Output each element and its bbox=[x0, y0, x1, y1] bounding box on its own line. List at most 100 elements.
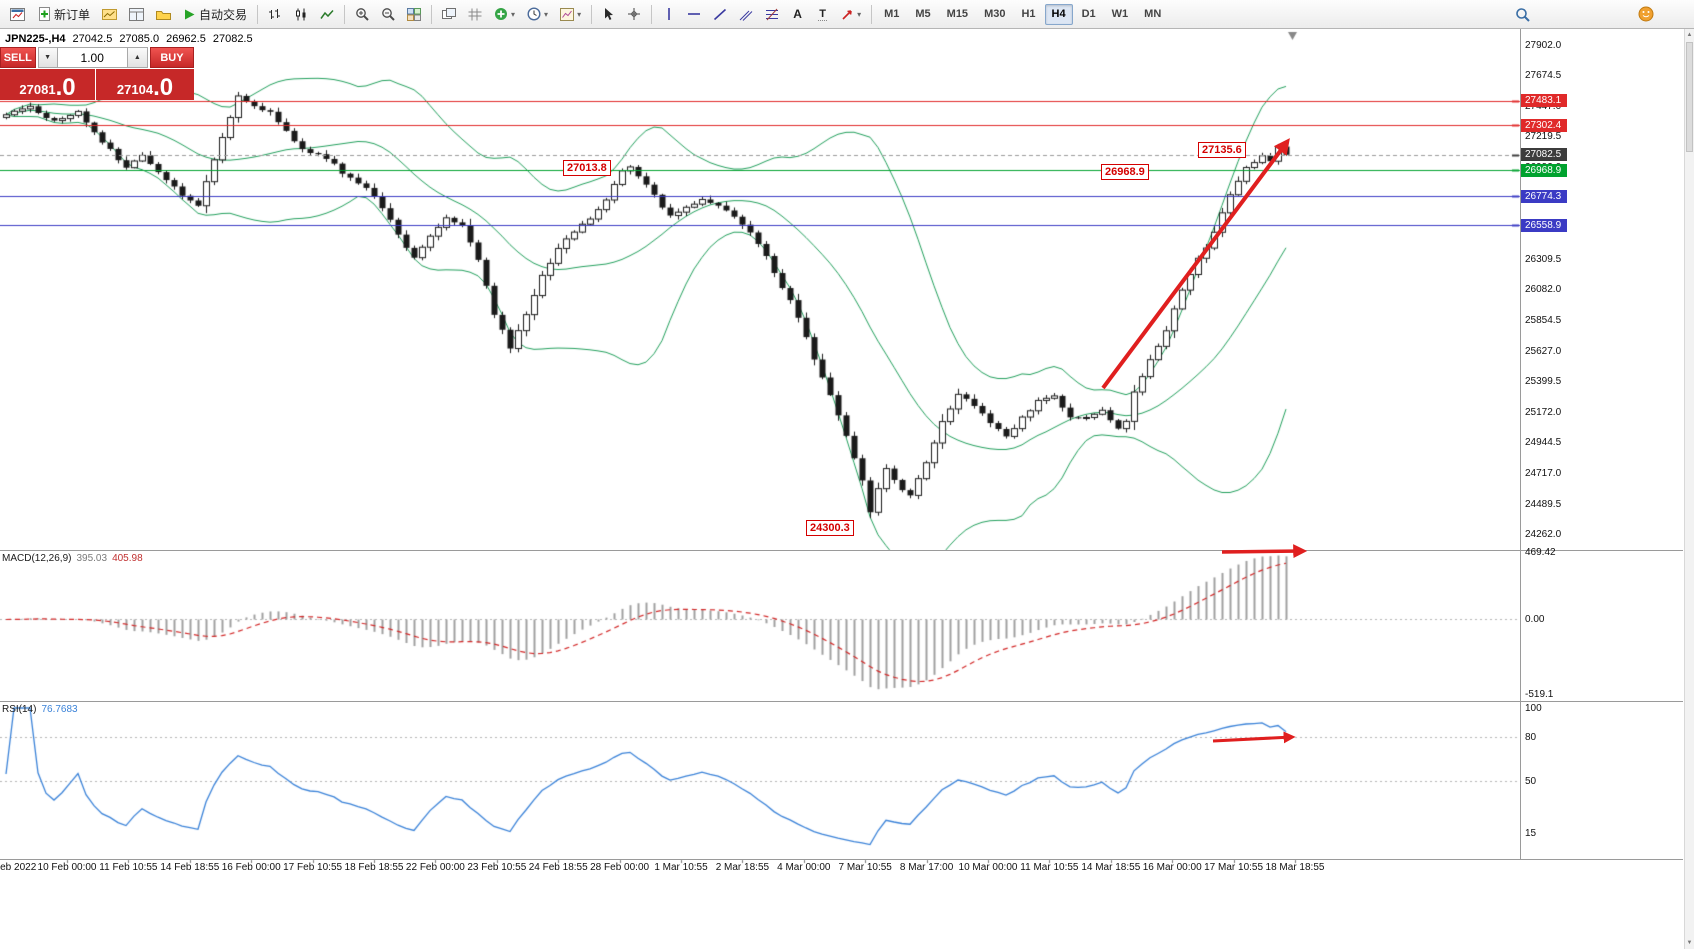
bar-chart-icon bbox=[268, 8, 282, 21]
bar-chart-button[interactable] bbox=[263, 3, 287, 26]
time-axis-label: 16 Feb 00:00 bbox=[221, 862, 281, 873]
open-value: 27042.5 bbox=[72, 33, 113, 45]
support-price-badge: 26968.9 bbox=[1521, 163, 1567, 177]
equidistant-channel-icon bbox=[739, 8, 753, 21]
arrows-button[interactable]: ▾ bbox=[836, 3, 866, 26]
autotrading-button[interactable]: 自动交易 bbox=[178, 3, 252, 26]
sell-button[interactable]: SELL bbox=[0, 47, 36, 68]
toolbar-separator bbox=[651, 4, 653, 24]
scroll-up-button[interactable]: ▲ bbox=[1686, 32, 1693, 38]
grid-button[interactable] bbox=[463, 3, 487, 26]
navigator-button[interactable] bbox=[151, 3, 176, 26]
chevron-up-icon: ▲ bbox=[133, 54, 141, 61]
fibonacci-icon bbox=[765, 8, 779, 21]
ask-price[interactable]: 27104.0 bbox=[96, 69, 194, 100]
scroll-down-button[interactable]: ▼ bbox=[1686, 940, 1693, 946]
trendline-icon bbox=[713, 8, 727, 21]
timeframe-m15-button[interactable]: M15 bbox=[946, 8, 969, 20]
autotrading-icon bbox=[183, 8, 196, 21]
zoom-in-button[interactable] bbox=[350, 3, 374, 26]
price-axis-divider bbox=[1520, 29, 1521, 860]
toolbar-button-label: 自动交易 bbox=[199, 7, 248, 22]
rsi-panel-splitter[interactable] bbox=[0, 701, 1683, 702]
bid-price[interactable]: 27081.0 bbox=[0, 69, 95, 100]
price-callout[interactable]: 26968.9 bbox=[1101, 164, 1149, 180]
time-axis-label: 28 Feb 00:00 bbox=[590, 862, 650, 873]
time-axis-label: 17 Feb 10:55 bbox=[283, 862, 343, 873]
buy-button[interactable]: BUY bbox=[149, 47, 194, 68]
auto-arrange-button[interactable] bbox=[437, 3, 461, 26]
volume-increase-button[interactable]: ▲ bbox=[127, 47, 148, 68]
price-callout[interactable]: 27013.8 bbox=[563, 160, 611, 176]
timeframe-h1-button[interactable]: H1 bbox=[1021, 8, 1036, 20]
price-callout[interactable]: 27135.6 bbox=[1198, 142, 1246, 158]
current-price-price-badge: 27082.5 bbox=[1521, 148, 1567, 162]
crosshair-button[interactable] bbox=[622, 3, 646, 26]
equidistant-channel-button[interactable] bbox=[734, 3, 758, 26]
time-axis-label: 17 Mar 10:55 bbox=[1204, 862, 1264, 873]
text-button[interactable]: A bbox=[786, 3, 809, 26]
low-value: 26962.5 bbox=[166, 33, 206, 45]
timeframe-m1-button[interactable]: M1 bbox=[884, 8, 900, 20]
horizontal-line-button[interactable] bbox=[682, 3, 706, 26]
new-order-icon bbox=[37, 7, 51, 21]
time-axis-label: 4 Mar 00:00 bbox=[777, 862, 831, 873]
time-axis-label: 10 Feb 00:00 bbox=[37, 862, 97, 873]
label-button[interactable]: T bbox=[811, 3, 834, 26]
fibonacci-button[interactable] bbox=[760, 3, 784, 26]
time-axis-label: 22 Feb 00:00 bbox=[405, 862, 465, 873]
timeframe-m30-button[interactable]: M30 bbox=[984, 8, 1006, 20]
time-axis-label: 11 Feb 10:55 bbox=[99, 862, 158, 873]
zoom-out-button[interactable] bbox=[376, 3, 400, 26]
tile-windows-icon bbox=[407, 7, 422, 21]
community-button[interactable] bbox=[1633, 3, 1659, 26]
toolbar-right bbox=[1509, 0, 1690, 28]
toolbar-separator bbox=[871, 4, 873, 24]
indicators-button[interactable]: ▾ bbox=[489, 3, 520, 26]
market-watch-icon bbox=[102, 8, 118, 21]
price-callout[interactable]: 24300.3 bbox=[806, 520, 854, 536]
timeframe-mn-button[interactable]: MN bbox=[1144, 8, 1162, 20]
tile-windows-button[interactable] bbox=[402, 3, 426, 26]
navigator-icon bbox=[156, 8, 172, 21]
price-axis-tick: 25399.5 bbox=[1525, 376, 1562, 388]
data-window-icon bbox=[129, 7, 145, 21]
toolbar: 新订单 自动交易 ▾ ▾ ▾ A T ▾ M1 M5 M15 M30 H1 H4 D1 W1 MN bbox=[0, 0, 1694, 29]
vertical-line-button[interactable] bbox=[657, 3, 680, 26]
candlestick-chart-button[interactable] bbox=[289, 3, 313, 26]
price-axis-tick: 25854.5 bbox=[1525, 314, 1562, 326]
rsi-axis-label: 15 bbox=[1525, 827, 1537, 839]
timeframe-m5-button[interactable]: M5 bbox=[915, 8, 931, 20]
price-axis-tick: 27219.5 bbox=[1525, 131, 1562, 143]
periods-button[interactable]: ▾ bbox=[522, 3, 553, 26]
cursor-button[interactable] bbox=[597, 3, 620, 26]
timeframe-d1-button[interactable]: D1 bbox=[1081, 8, 1096, 20]
new-order-button[interactable]: 新订单 bbox=[32, 3, 95, 26]
time-axis-label: Feb 2022 bbox=[0, 862, 37, 873]
data-window-button[interactable] bbox=[124, 3, 149, 26]
market-watch-button[interactable] bbox=[97, 3, 122, 26]
macd-panel-splitter[interactable] bbox=[0, 550, 1683, 551]
macd-axis-label: -519.1 bbox=[1525, 689, 1554, 700]
search-button[interactable] bbox=[1510, 3, 1535, 26]
price-axis-tick: 26309.5 bbox=[1525, 253, 1562, 265]
rsi-value: 76.7683 bbox=[41, 704, 78, 715]
time-axis-label: 7 Mar 10:55 bbox=[838, 862, 892, 873]
templates-button[interactable]: ▾ bbox=[555, 3, 586, 26]
timeframe-h4-button[interactable]: H4 bbox=[1044, 3, 1073, 25]
grid-icon bbox=[468, 8, 482, 21]
volume-dropdown-button[interactable]: ▼ bbox=[37, 47, 58, 68]
chart-window-button[interactable] bbox=[5, 3, 30, 26]
vertical-scrollbar[interactable]: ▲ ▼ bbox=[1684, 29, 1694, 949]
chevron-down-icon: ▼ bbox=[44, 54, 52, 61]
time-axis-label: 14 Mar 18:55 bbox=[1081, 862, 1141, 873]
time-axis-label: 18 Mar 18:55 bbox=[1265, 862, 1325, 873]
candlestick-icon bbox=[294, 8, 308, 21]
toolbar-separator bbox=[344, 4, 346, 24]
scrollbar-thumb[interactable] bbox=[1686, 42, 1693, 152]
line-chart-button[interactable] bbox=[315, 3, 339, 26]
timeframe-w1-button[interactable]: W1 bbox=[1111, 8, 1129, 20]
volume-input[interactable] bbox=[57, 47, 128, 68]
trendline-button[interactable] bbox=[708, 3, 732, 26]
